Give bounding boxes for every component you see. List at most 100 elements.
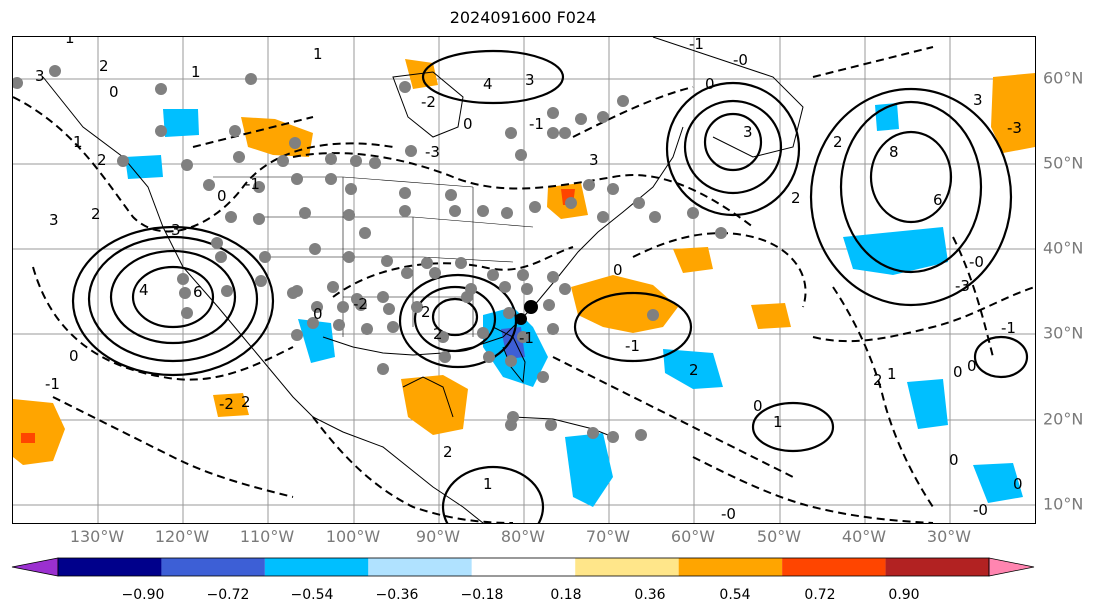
contour-label: 0	[109, 83, 119, 101]
station-marker	[333, 319, 345, 331]
station-marker	[477, 205, 489, 217]
station-marker	[587, 427, 599, 439]
contour-label: 2	[433, 325, 443, 343]
fill-cyan-pacific	[163, 109, 199, 137]
fill-cyan-bc	[125, 155, 163, 179]
station-marker	[311, 301, 323, 313]
contour-atlantic-east	[973, 335, 1029, 379]
contour-label: 1	[483, 475, 493, 493]
station-marker	[439, 351, 451, 363]
na-west-coast	[42, 76, 484, 523]
contour-label: 2	[833, 133, 843, 151]
fill-cyan-mid-atl-east	[843, 227, 948, 275]
station-marker	[449, 205, 461, 217]
colorbar-segment	[161, 558, 265, 576]
station-marker	[429, 267, 441, 279]
contour-label: 0	[69, 347, 79, 365]
station-marker	[289, 137, 301, 149]
station-marker	[229, 125, 241, 137]
contour-label: 3	[743, 123, 753, 141]
station-marker	[547, 107, 559, 119]
contour-greenland-2	[683, 99, 783, 195]
fill-orange-pacific-sw	[13, 399, 65, 465]
lon-label-60w: 60°W	[670, 527, 716, 546]
anomaly-fills	[13, 59, 1035, 507]
contour-label: 2	[99, 57, 109, 75]
east-coast	[502, 126, 684, 338]
contour-label: 3	[35, 67, 45, 85]
station-marker	[155, 83, 167, 95]
contour-label: 2	[791, 189, 801, 207]
contour-label: -0	[721, 505, 736, 523]
station-marker	[515, 149, 527, 161]
station-marker	[437, 331, 449, 343]
contour-label: 0	[313, 305, 323, 323]
contour-midatl-3	[809, 87, 1013, 307]
station-marker	[455, 257, 467, 269]
station-marker	[545, 419, 557, 431]
colorbar-segment	[782, 558, 886, 576]
contour-label: 0	[613, 261, 623, 279]
colorbar-segment	[575, 558, 679, 576]
contour-label: 2	[421, 303, 431, 321]
station-marker	[179, 287, 191, 299]
fill-orange-pacific-nw	[241, 117, 313, 157]
contour-label: -1	[625, 337, 640, 355]
colorbar-segment	[471, 558, 576, 576]
colorbar-outline	[57, 557, 990, 577]
colorbar-tick-label: −0.36	[375, 587, 419, 603]
station-marker	[505, 355, 517, 367]
contour-label: 1	[313, 45, 323, 63]
station-marker	[203, 179, 215, 191]
lat-label-10n: 10°N	[1043, 494, 1084, 514]
contour-hudson	[421, 49, 565, 105]
contour-label: 3	[525, 71, 535, 89]
station-marker	[529, 201, 541, 213]
station-marker	[177, 273, 189, 285]
lat-label-60n: 60°N	[1043, 68, 1084, 88]
station-marker	[559, 283, 571, 295]
contour-caribbean	[751, 401, 835, 453]
colorbar-tick-label: 0.18	[550, 587, 582, 603]
station-marker	[117, 155, 129, 167]
station-marker	[253, 181, 265, 193]
station-marker	[221, 285, 233, 297]
station-marker	[503, 307, 515, 319]
station-marker	[597, 211, 609, 223]
contour-label: 1	[73, 133, 83, 151]
station-marker	[233, 151, 245, 163]
lon-label-30w: 30°W	[926, 527, 972, 546]
station-marker	[215, 251, 227, 263]
station-marker	[499, 281, 511, 293]
contour-label: 3	[49, 211, 59, 229]
station-marker	[547, 323, 559, 335]
contour-label: -1	[519, 329, 534, 347]
fill-cyan-atl-south	[663, 349, 723, 389]
fill-cyan-far-east	[973, 463, 1023, 503]
colorbar-tick-label: 0.72	[804, 587, 836, 603]
contour-gulf-1	[431, 297, 479, 337]
contour-low-pacific-2	[109, 249, 237, 345]
fill-cyan-texas	[298, 319, 335, 363]
station-marker	[565, 197, 577, 209]
lon-label-100w: 100°W	[325, 527, 381, 546]
contour-label: -0	[733, 51, 748, 69]
contour-low-pacific-3	[87, 235, 259, 363]
station-marker	[299, 207, 311, 219]
lon-label-80w: 80°W	[500, 527, 546, 546]
station-marker	[537, 371, 549, 383]
station-marker	[359, 227, 371, 239]
lon-label-130w: 130°W	[69, 527, 125, 546]
contour-label: 0	[753, 397, 763, 415]
contours-negative	[13, 46, 1035, 523]
station-marker	[181, 307, 193, 319]
colorbar-tick-label: −0.90	[121, 587, 165, 603]
station-marker	[377, 291, 389, 303]
colorbar-tick-label: 0.54	[719, 587, 751, 603]
contour-label: 3	[973, 91, 983, 109]
contour-label: -1	[245, 175, 260, 193]
station-marker	[607, 431, 619, 443]
station-marker	[225, 211, 237, 223]
